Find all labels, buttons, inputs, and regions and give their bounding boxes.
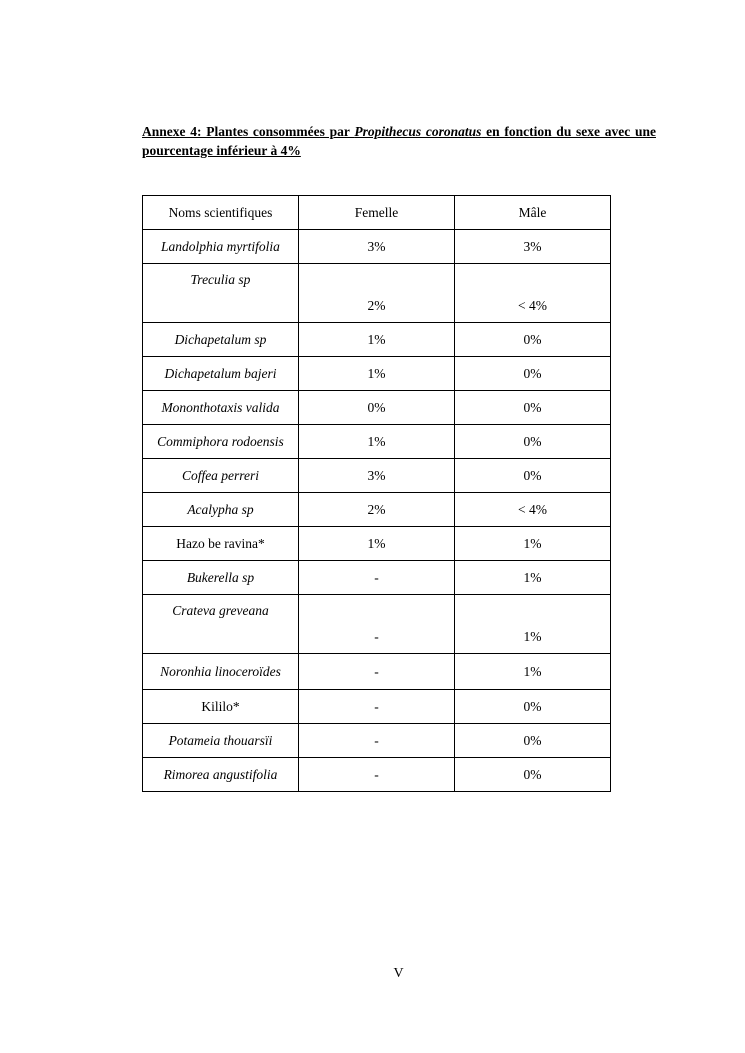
- table-row: Hazo be ravina* 1% 1%: [142, 526, 611, 561]
- cell-femelle: -: [298, 689, 455, 724]
- title-species: Propithecus coronatus: [354, 124, 482, 139]
- cell-male: 0%: [454, 723, 611, 758]
- cell-name: Dichapetalum sp: [142, 322, 299, 357]
- cell-male: 1%: [454, 653, 611, 690]
- cell-male: 0%: [454, 322, 611, 357]
- cell-male: < 4%: [454, 263, 611, 323]
- header-femelle: Femelle: [298, 195, 455, 230]
- plants-table: Noms scientifiques Femelle Mâle Landolph…: [142, 195, 611, 792]
- cell-name: Bukerella sp: [142, 560, 299, 595]
- cell-male: < 4%: [454, 492, 611, 527]
- cell-male: 1%: [454, 526, 611, 561]
- cell-femelle: -: [298, 560, 455, 595]
- cell-name: Kililo*: [142, 689, 299, 724]
- cell-name: Treculia sp: [142, 263, 299, 323]
- table-row: Landolphia myrtifolia 3% 3%: [142, 229, 611, 264]
- table-row: Noronhia linoceroïdes -1%: [142, 653, 611, 690]
- title-prefix: Annexe 4: Plantes consommées par: [142, 124, 355, 139]
- table-row: Rimorea angustifolia -0%: [142, 757, 611, 792]
- cell-femelle: -: [298, 594, 455, 654]
- table-row: Dichapetalum bajeri 1% 0%: [142, 356, 611, 391]
- cell-name: Rimorea angustifolia: [142, 757, 299, 792]
- cell-male: 0%: [454, 356, 611, 391]
- header-names: Noms scientifiques: [142, 195, 299, 230]
- cell-femelle: 1%: [298, 322, 455, 357]
- cell-femelle: 2%: [298, 263, 455, 323]
- page-number: V: [393, 966, 404, 981]
- cell-male: 0%: [454, 424, 611, 459]
- cell-name: Noronhia linoceroïdes: [142, 653, 299, 690]
- cell-name: Commiphora rodoensis: [142, 424, 299, 459]
- table-row: Mononthotaxis valida 0% 0%: [142, 390, 611, 425]
- cell-femelle: -: [298, 757, 455, 792]
- table-row: Kililo* -0%: [142, 689, 611, 724]
- table-row: Dichapetalum sp 1% 0%: [142, 322, 611, 357]
- cell-name: Hazo be ravina*: [142, 526, 299, 561]
- table-row: Treculia sp 2% < 4%: [142, 263, 611, 323]
- cell-male: 0%: [454, 757, 611, 792]
- cell-male: 3%: [454, 229, 611, 264]
- cell-name: Crateva greveana: [142, 594, 299, 654]
- cell-male: 0%: [454, 458, 611, 493]
- cell-male: 1%: [454, 594, 611, 654]
- table-header-row: Noms scientifiques Femelle Mâle: [142, 195, 611, 230]
- cell-femelle: 1%: [298, 526, 455, 561]
- cell-male: 0%: [454, 390, 611, 425]
- cell-male: 1%: [454, 560, 611, 595]
- cell-femelle: -: [298, 653, 455, 690]
- cell-femelle: 0%: [298, 390, 455, 425]
- table-row: Coffea perreri 3% 0%: [142, 458, 611, 493]
- cell-name: Mononthotaxis valida: [142, 390, 299, 425]
- table-row: Acalypha sp 2% < 4%: [142, 492, 611, 527]
- cell-femelle: 3%: [298, 229, 455, 264]
- table-row: Potameia thouarsïi -0%: [142, 723, 611, 758]
- title-suffix: en fonction du sexe avec une pourcentage…: [142, 124, 656, 158]
- cell-name: Landolphia myrtifolia: [142, 229, 299, 264]
- cell-femelle: 1%: [298, 356, 455, 391]
- cell-femelle: 2%: [298, 492, 455, 527]
- cell-name: Potameia thouarsïi: [142, 723, 299, 758]
- header-male: Mâle: [454, 195, 611, 230]
- table-row: Commiphora rodoensis 1% 0%: [142, 424, 611, 459]
- cell-femelle: -: [298, 723, 455, 758]
- annex-title: Annexe 4: Plantes consommées par Propith…: [142, 122, 656, 160]
- table-row: Crateva greveana -1%: [142, 594, 611, 654]
- cell-femelle: 3%: [298, 458, 455, 493]
- cell-name: Dichapetalum bajeri: [142, 356, 299, 391]
- table-row: Bukerella sp -1%: [142, 560, 611, 595]
- cell-name: Acalypha sp: [142, 492, 299, 527]
- cell-male: 0%: [454, 689, 611, 724]
- cell-name: Coffea perreri: [142, 458, 299, 493]
- cell-femelle: 1%: [298, 424, 455, 459]
